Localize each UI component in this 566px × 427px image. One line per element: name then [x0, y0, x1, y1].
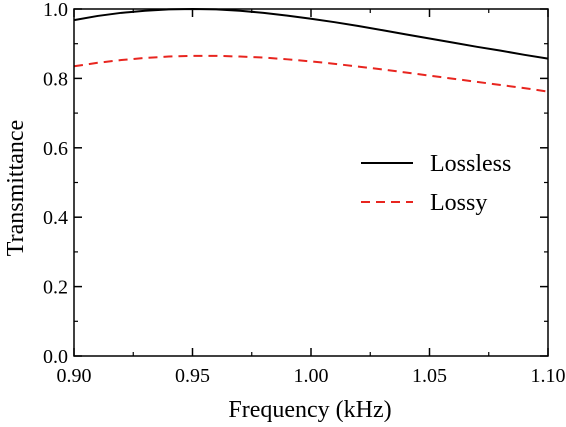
- ticks-layer: 0.90 0.95 1.00 1.05 1.10 0.0 0.2 0.4 0.6 0.8 1.0: [43, 0, 566, 387]
- x-tick-label: 1.00: [294, 365, 329, 387]
- x-tick-label: 1.10: [531, 365, 566, 387]
- y-tick-label: 0.4: [43, 207, 68, 229]
- y-tick-label: 0.0: [43, 346, 68, 368]
- axes-layer: [73, 8, 549, 357]
- x-tick-label: 0.90: [57, 365, 92, 387]
- y-tick-label: 0.6: [43, 138, 68, 160]
- legend-label-lossy: Lossy: [430, 190, 487, 216]
- y-tick-label: 0.2: [43, 277, 68, 299]
- y-tick-label: 1.0: [43, 0, 68, 21]
- legend-label-lossless: Lossless: [430, 151, 511, 177]
- series-line-lossless: [73, 8, 549, 60]
- series-line-lossy: [73, 54, 549, 93]
- y-tick-label: 0.8: [43, 68, 68, 90]
- y-axis-label: Transmittance: [3, 120, 29, 256]
- legend: Lossless Lossy: [361, 151, 511, 216]
- x-tick-label: 0.95: [175, 365, 210, 387]
- x-axis-label: Frequency (kHz): [228, 397, 391, 422]
- x-tick-label: 1.05: [412, 365, 447, 387]
- labels-layer: Frequency (kHz) Transmittance: [3, 120, 392, 423]
- plot-frame: [73, 8, 549, 357]
- series-layer: [73, 8, 549, 93]
